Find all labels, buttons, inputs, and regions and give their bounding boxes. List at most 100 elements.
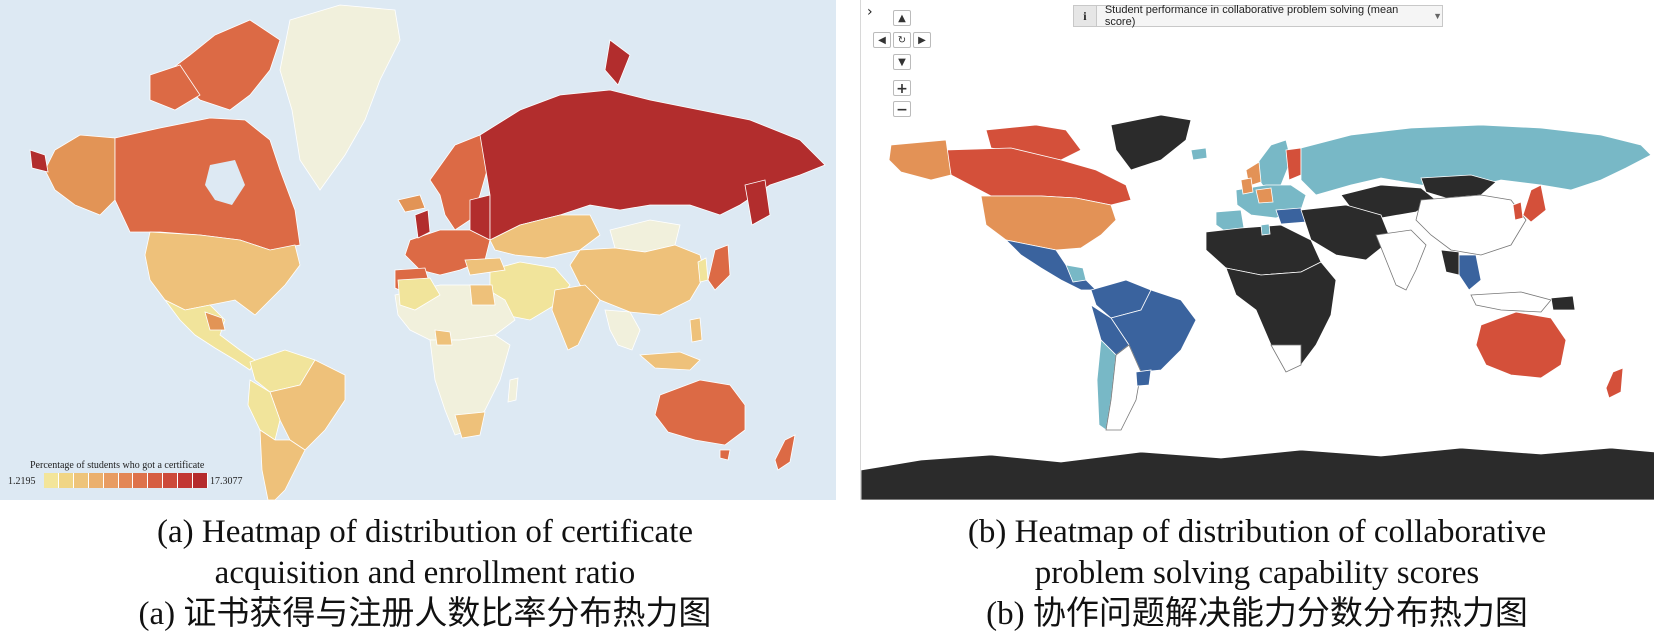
region-korea[interactable]	[1512, 201, 1524, 221]
caption-a-line2: acquisition and enrollment ratio	[214, 555, 636, 591]
region-alaska[interactable]	[44, 134, 116, 216]
pan-left-button[interactable]: ◀	[873, 32, 891, 48]
region-usa[interactable]	[144, 231, 301, 316]
region-mexico[interactable]	[164, 299, 256, 371]
caption-b-line3: (b) 协作问题解决能力分数分布热力图	[986, 596, 1528, 632]
pan-down-button[interactable]: ▼	[893, 54, 911, 70]
region-brazil[interactable]	[269, 359, 346, 451]
region-kamchatka[interactable]	[744, 179, 771, 226]
legend-max-value: 17.3077	[210, 476, 243, 487]
region-greenland[interactable]	[1110, 114, 1192, 171]
region-philippines[interactable]	[689, 317, 703, 343]
region-uruguay[interactable]	[1135, 369, 1152, 387]
region-india[interactable]	[1375, 229, 1427, 291]
legend-color-scale	[44, 473, 208, 488]
region-mexico-south[interactable]	[204, 311, 226, 331]
region-australia[interactable]	[1475, 311, 1567, 379]
region-kazakhstan[interactable]	[489, 214, 601, 259]
legend-step	[133, 473, 149, 488]
region-china[interactable]	[1415, 194, 1527, 256]
region-mongolia[interactable]	[1420, 174, 1497, 199]
region-canada-arctic-2[interactable]	[149, 64, 201, 111]
region-chukotka-left[interactable]	[29, 149, 49, 173]
region-tasmania[interactable]	[719, 449, 731, 461]
region-novaya-zemlya[interactable]	[604, 39, 631, 86]
region-antarctica[interactable]	[861, 447, 1654, 500]
region-japan[interactable]	[1522, 184, 1547, 223]
region-canada-arctic[interactable]	[169, 19, 281, 111]
region-india[interactable]	[551, 284, 601, 351]
region-uk[interactable]	[414, 209, 431, 239]
caption-b-line1: (b) Heatmap of distribution of collabora…	[967, 514, 1547, 550]
region-central-africa[interactable]	[1225, 261, 1337, 371]
region-scandinavia[interactable]	[1255, 139, 1292, 191]
region-hudson-bay	[205, 160, 245, 205]
region-central-africa[interactable]	[429, 334, 511, 436]
region-finland[interactable]	[1285, 147, 1302, 181]
region-greenland[interactable]	[279, 4, 401, 191]
region-southeast-asia[interactable]	[604, 309, 641, 351]
region-japan[interactable]	[707, 244, 731, 291]
region-argentina-chile[interactable]	[259, 429, 306, 500]
region-canada[interactable]	[945, 147, 1132, 206]
certificate-heatmap-panel: Percentage of students who got a certifi…	[0, 0, 836, 500]
region-germany[interactable]	[1255, 187, 1274, 204]
legend-step	[118, 473, 134, 488]
region-indonesia[interactable]	[1470, 291, 1552, 313]
region-egypt[interactable]	[469, 284, 496, 306]
legend-step	[163, 473, 179, 488]
region-china[interactable]	[569, 244, 706, 316]
legend-step	[44, 473, 59, 488]
region-thailand[interactable]	[1455, 254, 1482, 291]
region-central-america[interactable]	[1065, 264, 1087, 283]
caption-a-line3: (a) 证书获得与注册人数比率分布热力图	[138, 596, 712, 632]
region-madagascar[interactable]	[507, 377, 519, 403]
caption-b-line2: problem solving capability scores	[1034, 555, 1480, 591]
region-argentina[interactable]	[1105, 344, 1142, 431]
indicator-label: Student performance in collaborative pro…	[1104, 4, 1399, 28]
region-korea[interactable]	[697, 257, 709, 283]
zoom-in-button[interactable]: +	[893, 80, 911, 97]
region-russia[interactable]	[1300, 124, 1652, 196]
pan-right-button[interactable]: ▶	[913, 32, 931, 48]
region-indonesia[interactable]	[639, 351, 701, 371]
region-new-zealand[interactable]	[774, 434, 796, 471]
collaborative-problem-solving-panel: › ▲ ◀ ↻ ▶ ▼ + − i Student performance in…	[860, 0, 1654, 500]
chevron-down-icon: ▼	[1433, 11, 1442, 21]
legend-step	[178, 473, 194, 488]
panel-collapse-toggle[interactable]: ›	[867, 4, 873, 20]
legend-step	[58, 473, 74, 488]
region-iceland[interactable]	[1190, 147, 1208, 161]
region-australia[interactable]	[654, 379, 746, 446]
region-north-africa-yellow[interactable]	[397, 277, 441, 311]
region-new-zealand[interactable]	[1605, 367, 1624, 399]
info-icon[interactable]: i	[1074, 6, 1097, 26]
world-map-certificate	[29, 4, 826, 500]
legend-step	[148, 473, 164, 488]
region-usa[interactable]	[980, 195, 1117, 251]
legend-step	[73, 473, 89, 488]
region-uk[interactable]	[1240, 177, 1254, 195]
region-russia[interactable]	[479, 89, 826, 241]
legend-step	[88, 473, 104, 488]
legend-step	[103, 473, 119, 488]
region-south-africa[interactable]	[454, 411, 486, 439]
legend-step	[193, 473, 208, 488]
world-map-cps	[861, 114, 1654, 500]
region-alaska[interactable]	[888, 139, 952, 181]
region-png[interactable]	[1550, 295, 1576, 311]
region-tunisia[interactable]	[1260, 223, 1271, 236]
caption-a: (a) Heatmap of distribution of certifica…	[30, 512, 820, 635]
region-middle-east[interactable]	[1300, 204, 1392, 261]
region-south-africa[interactable]	[1270, 344, 1302, 373]
region-nigeria[interactable]	[434, 329, 453, 346]
caption-b: (b) Heatmap of distribution of collabora…	[860, 512, 1654, 635]
region-indochina[interactable]	[1440, 249, 1460, 276]
pan-up-button[interactable]: ▲	[893, 10, 911, 26]
reset-view-button[interactable]: ↻	[893, 32, 911, 48]
zoom-out-button[interactable]: −	[893, 101, 911, 118]
indicator-select[interactable]: i Student performance in collaborative p…	[1073, 4, 1443, 28]
legend-min-value: 1.2195	[8, 476, 36, 487]
region-iceland[interactable]	[397, 194, 426, 213]
region-turkey[interactable]	[464, 257, 506, 276]
